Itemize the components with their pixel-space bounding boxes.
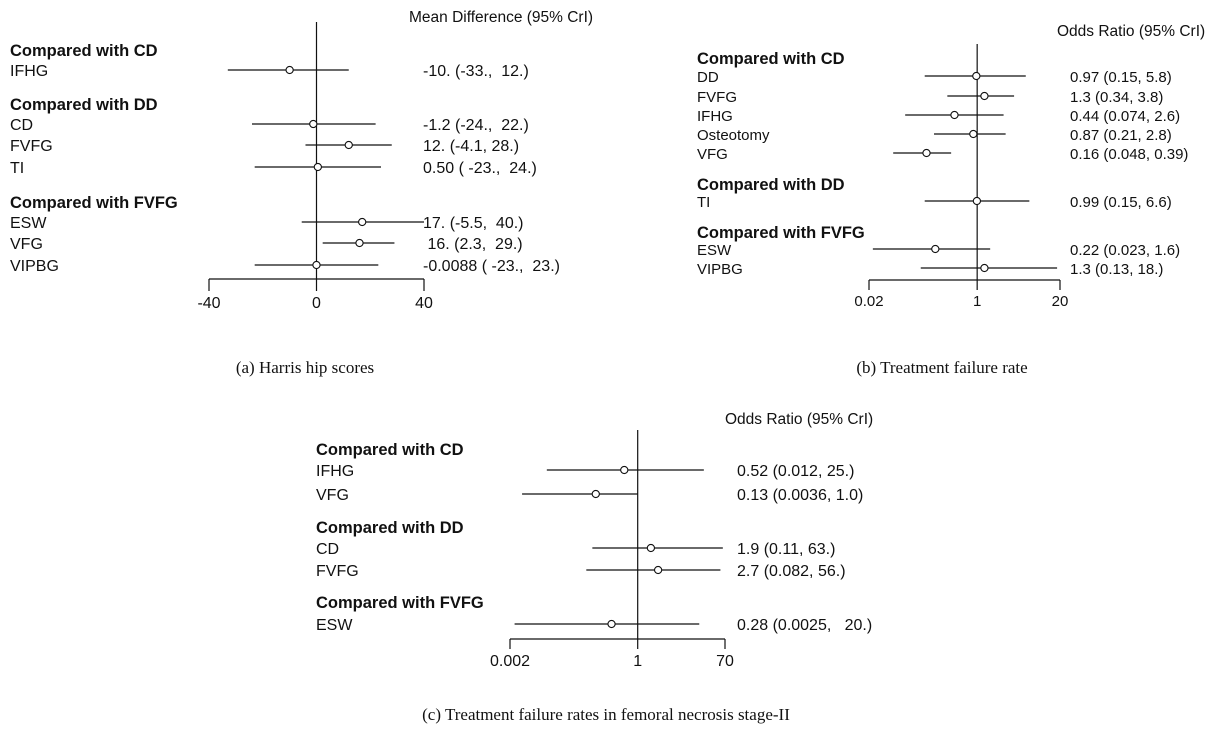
ci-value-text: -0.0088 ( -23., 23.) — [423, 258, 560, 275]
row-label: VFG — [316, 487, 349, 504]
panel-caption: (c) Treatment failure rates in femoral n… — [422, 705, 790, 724]
group-header: Compared with FVFG — [10, 194, 178, 212]
x-tick-label: 0 — [312, 295, 321, 312]
ci-value-text: 0.52 (0.012, 25.) — [737, 463, 854, 480]
point-estimate-marker — [969, 129, 978, 139]
row-label: VIPBG — [10, 258, 59, 275]
group-header: Compared with FVFG — [697, 224, 865, 242]
ci-value-text: 12. (-4.1, 28.) — [423, 138, 519, 155]
axis-title: Odds Ratio (95% CrI) — [725, 411, 873, 428]
group-header: Compared with DD — [316, 519, 464, 537]
group-header: Compared with DD — [10, 96, 158, 114]
ci-value-text: 1.9 (0.11, 63.) — [737, 541, 835, 558]
x-tick-label: -40 — [197, 295, 220, 312]
ci-value-text: 0.99 (0.15, 6.6) — [1070, 194, 1172, 211]
point-estimate-marker — [344, 140, 353, 150]
point-estimate-marker — [312, 260, 321, 270]
row-label: ESW — [697, 242, 732, 259]
row-label: FVFG — [10, 138, 53, 155]
point-estimate-marker — [355, 238, 364, 248]
row-label: VIPBG — [697, 261, 743, 278]
panel-caption: (b) Treatment failure rate — [856, 358, 1027, 377]
group-header: Compared with DD — [697, 176, 845, 194]
point-estimate-marker — [980, 263, 989, 273]
point-estimate-marker — [646, 543, 656, 553]
point-estimate-marker — [653, 565, 663, 575]
axis-title: Odds Ratio (95% CrI) — [1057, 23, 1205, 40]
point-estimate-marker — [972, 71, 981, 81]
axis-title: Mean Difference (95% CrI) — [409, 9, 593, 26]
point-estimate-marker — [980, 91, 989, 101]
group-header: Compared with FVFG — [316, 594, 484, 612]
ci-value-text: 0.87 (0.21, 2.8) — [1070, 127, 1172, 144]
group-header: Compared with CD — [316, 441, 464, 459]
ci-value-text: 0.28 (0.0025, 20.) — [737, 617, 872, 634]
point-estimate-marker — [313, 162, 322, 172]
row-label: IFHG — [10, 63, 48, 80]
row-label: DD — [697, 69, 719, 86]
row-label: TI — [10, 160, 24, 177]
forest-panel-c: Odds Ratio (95% CrI) 0.002 1 70 Compared wit… — [316, 411, 873, 724]
ci-value-text: 0.22 (0.023, 1.6) — [1070, 242, 1180, 259]
point-estimate-marker — [358, 217, 367, 227]
ci-value-text: 1.3 (0.34, 3.8) — [1070, 89, 1163, 106]
row-label: FVFG — [316, 563, 359, 580]
x-tick-label: 0.002 — [490, 653, 530, 670]
ci-value-text: 17. (-5.5, 40.) — [423, 215, 524, 232]
ci-value-text: 0.13 (0.0036, 1.0) — [737, 487, 863, 504]
row-label: FVFG — [697, 89, 737, 106]
row-label: ESW — [10, 215, 47, 232]
point-estimate-marker — [285, 65, 294, 75]
x-tick-label: 1 — [633, 653, 642, 670]
point-estimate-marker — [607, 619, 616, 629]
group-header: Compared with CD — [697, 50, 845, 68]
x-tick-label: 20 — [1052, 293, 1069, 310]
ci-value-text: 1.3 (0.13, 18.) — [1070, 261, 1163, 278]
point-estimate-marker — [950, 110, 959, 120]
row-label: CD — [10, 117, 33, 134]
ci-value-text: 0.44 (0.074, 2.6) — [1070, 108, 1180, 125]
panel-caption: (a) Harris hip scores — [236, 358, 374, 377]
forest-panel-a: Mean Difference (95% CrI) -40 0 40 Compared … — [10, 9, 593, 377]
ci-value-text: -10. (-33., 12.) — [423, 63, 529, 80]
x-tick-label: 70 — [716, 653, 734, 670]
forest-panel-b: Odds Ratio (95% CrI) 0.02 1 20 Compared with… — [697, 23, 1205, 377]
ci-value-text: 2.7 (0.082, 56.) — [737, 563, 846, 580]
point-estimate-marker — [309, 119, 318, 129]
point-estimate-marker — [972, 196, 982, 206]
point-estimate-marker — [591, 489, 600, 499]
row-label: Osteotomy — [697, 127, 770, 144]
row-label: VFG — [10, 236, 43, 253]
group-header: Compared with CD — [10, 42, 158, 60]
point-estimate-marker — [931, 244, 940, 254]
ci-value-text: 0.50 ( -23., 24.) — [423, 160, 537, 177]
point-estimate-marker — [620, 465, 629, 475]
row-label: VFG — [697, 146, 728, 163]
point-estimate-marker — [922, 148, 931, 158]
ci-value-text: 16. (2.3, 29.) — [423, 236, 523, 253]
ci-value-text: 0.97 (0.15, 5.8) — [1070, 69, 1172, 86]
row-label: IFHG — [697, 108, 733, 125]
x-tick-label: 1 — [973, 293, 981, 310]
x-tick-label: 40 — [415, 295, 433, 312]
ci-value-text: 0.16 (0.048, 0.39) — [1070, 146, 1188, 163]
ci-value-text: -1.2 (-24., 22.) — [423, 117, 529, 134]
x-tick-label: 0.02 — [854, 293, 883, 310]
row-label: IFHG — [316, 463, 354, 480]
row-label: ESW — [316, 617, 353, 634]
row-label: CD — [316, 541, 339, 558]
row-label: TI — [697, 194, 710, 211]
